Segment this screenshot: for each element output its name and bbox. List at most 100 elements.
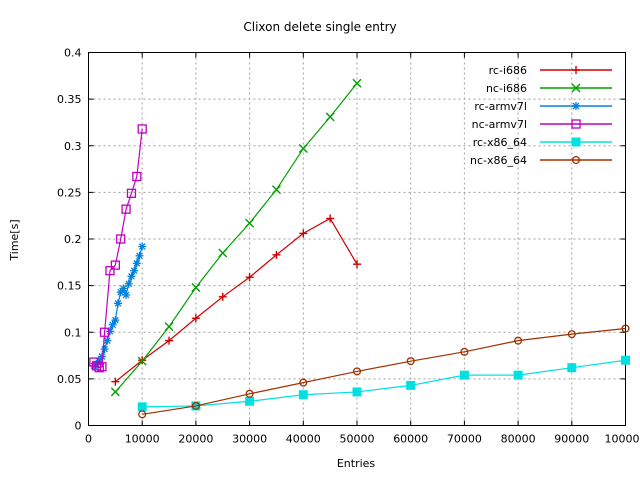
data-point-marker [406,380,416,390]
data-series-layer [89,78,630,419]
data-point-marker [245,218,255,228]
data-point-marker [567,330,576,339]
x-tick-label: 100000 [605,433,640,446]
data-point-marker [191,314,200,323]
data-point-marker [621,324,630,333]
x-tick-label: 90000 [554,433,589,446]
data-point-marker [245,273,254,282]
x-axis-title: Entries [337,457,376,470]
data-point-marker [99,327,110,337]
data-point-marker [122,290,131,299]
data-point-marker [97,362,107,372]
data-point-marker [132,259,141,268]
data-point-marker [459,370,469,380]
data-point-marker [138,242,147,251]
data-point-marker [103,336,112,345]
data-point-marker [218,292,227,301]
y-tick-label: 0.3 [64,140,82,153]
series-rc-i686 [111,214,361,386]
legend-label-rc-i686: rc-i686 [489,64,527,77]
y-tick-label: 0.05 [57,373,82,386]
data-point-marker [110,260,120,270]
data-point-marker [299,229,308,238]
y-tick-label: 0.35 [57,93,82,106]
data-point-marker [460,347,469,356]
x-tick-label: 20000 [178,433,213,446]
y-axis-title: Time[s] [8,219,21,261]
data-point-marker [114,299,123,308]
y-tick-label: 0.15 [57,280,82,293]
data-point-marker [353,260,361,269]
data-point-marker [111,316,120,325]
grid-lines [88,52,626,426]
data-point-marker [119,284,128,293]
y-tick-label: 0.2 [64,233,82,246]
data-point-marker [271,185,281,195]
x-tick-label: 70000 [447,433,482,446]
data-point-marker [514,336,523,345]
data-point-marker [91,361,102,371]
data-point-marker [126,188,137,198]
series-line [142,327,626,415]
data-point-marker [298,390,308,400]
legend-marker-rc-x86_64 [571,137,581,147]
data-point-marker [621,355,630,365]
data-point-marker [137,356,147,366]
data-point-marker [352,367,362,376]
data-point-marker [135,251,144,260]
data-point-marker [124,279,133,288]
data-point-marker [132,171,142,182]
y-tick-label: 0.4 [64,47,82,60]
data-point-marker [121,204,131,214]
legend-label-nc-x86_64: nc-x86_64 [470,154,527,167]
data-point-marker [406,357,415,366]
series-nc-i686 [110,78,362,397]
series-line [114,82,358,393]
x-tick-label: 30000 [232,433,267,446]
series-line [114,217,358,383]
data-point-marker [326,214,335,223]
x-tick-label: 60000 [393,433,428,446]
data-point-marker [100,345,109,354]
y-tick-label: 0 [75,420,82,433]
x-tick-label: 10000 [125,433,160,446]
y-tick-label: 0.25 [57,186,82,199]
legend-label-rc-armv7l: rc-armv7l [474,100,527,113]
series-nc-armv7l [89,124,147,373]
legend-marker-rc-i686 [572,66,580,74]
x-tick-label: 40000 [286,433,321,446]
data-point-marker [567,363,577,373]
legend: rc-i686 nc-i686 rc-armv7l nc-armv7l rc-x86_6… [470,64,612,167]
legend-marker-nc-i686 [571,83,581,93]
data-point-marker [105,266,115,276]
data-point-marker [352,387,362,397]
data-point-marker [513,370,523,380]
x-tick-label: 0 [85,433,92,446]
data-point-marker [94,363,104,373]
data-point-marker [191,282,201,292]
data-point-marker [272,250,281,259]
data-point-marker [298,144,308,154]
series-line [93,128,143,369]
data-point-marker [299,378,308,387]
data-point-marker [138,410,147,419]
x-tick-label: 80000 [501,433,536,446]
legend-label-nc-armv7l: nc-armv7l [472,118,527,131]
data-point-marker [352,78,362,88]
chart-title: Clixon delete single entry [243,20,396,34]
data-point-marker [325,112,335,122]
legend-marker-nc-armv7l [571,119,581,129]
plot-frame [88,52,626,426]
data-point-marker [108,320,117,329]
data-point-marker [245,396,255,406]
data-point-marker [111,377,120,386]
legend-label-nc-i686: nc-i686 [486,82,527,95]
y-axis-tick-labels: 0 0.05 0.1 0.15 0.2 0.25 0.3 0.35 0.4 [57,47,82,433]
data-point-marker [191,401,200,410]
data-point-marker [218,248,228,258]
y-tick-label: 0.1 [64,326,82,339]
series-line [142,359,626,408]
legend-label-rc-x86_64: rc-x86_64 [473,136,527,149]
